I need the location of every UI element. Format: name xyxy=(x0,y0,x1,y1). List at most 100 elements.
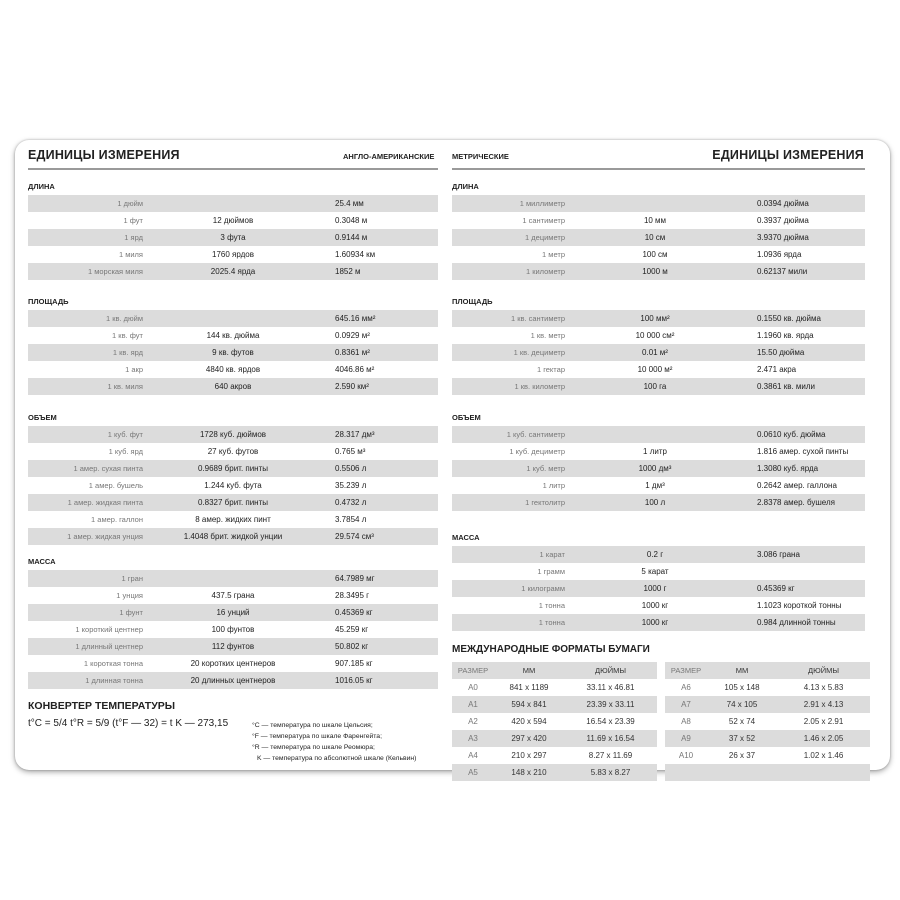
equivalent-cell: 1760 ярдов xyxy=(212,250,254,259)
table-row: A10 26 x 37 1.02 x 1.46 xyxy=(665,747,870,764)
unit-cell: 1 ярд xyxy=(124,233,143,242)
table-row: 1 куб. ярд 27 куб. футов 0.765 м³ xyxy=(28,443,438,460)
equivalent-cell: 10 мм xyxy=(643,216,667,225)
table-row: 1 амер. жидкая пинта 0.8327 брит. пинты 0.… xyxy=(28,494,438,511)
conversion-cell: 15.50 дюйма xyxy=(757,348,805,357)
column-header: ДЮЙМЫ xyxy=(808,666,839,675)
unit-cell: 1 кв. сантиметр xyxy=(510,314,565,323)
equivalent-cell: 3 фута xyxy=(220,233,246,242)
unit-cell: 1 куб. метр xyxy=(526,464,565,473)
table-row: 1 дюйм 25.4 мм xyxy=(28,195,438,212)
size-cell: A8 xyxy=(681,717,691,726)
table-row: 1 амер. галлон 8 амер. жидких пинт 3.7854 … xyxy=(28,511,438,528)
unit-cell: 1 дюйм xyxy=(117,199,143,208)
unit-cell: 1 гектолитр xyxy=(525,498,565,507)
left-section: ОБЪЕМ 1 куб. фут 1728 куб. дюймов 28.317 дм… xyxy=(28,412,438,545)
right-section: ПЛОЩАДЬ 1 кв. сантиметр 100 мм² 0.1550 кв. … xyxy=(452,296,865,395)
unit-cell: 1 куб. фут xyxy=(107,430,143,439)
conversion-cell: 0.45369 кг xyxy=(757,584,795,593)
equivalent-cell: 0.9689 брит. пинты xyxy=(197,464,269,473)
conversion-cell: 2.590 км² xyxy=(335,382,369,391)
right-page-title: ЕДИНИЦЫ ИЗМЕРЕНИЯ xyxy=(712,148,864,162)
mm-cell: 841 x 1189 xyxy=(509,683,549,692)
unit-cell: 1 карат xyxy=(539,550,566,559)
conversion-cell: 3.7854 л xyxy=(335,515,367,524)
mm-cell: 52 x 74 xyxy=(728,717,756,726)
table-row: 1 сантиметр 10 мм 0.3937 дюйма xyxy=(452,212,865,229)
conversion-cell: 0.3048 м xyxy=(335,216,368,225)
inches-cell: 16.54 x 23.39 xyxy=(586,717,635,726)
right-section: ДЛИНА 1 миллиметр 0.0394 дюйма 1 сантиметр 1… xyxy=(452,181,865,280)
mm-cell: 37 x 52 xyxy=(728,734,756,743)
unit-cell: 1 кв. миля xyxy=(107,382,143,391)
column-header: ММ xyxy=(522,666,536,675)
table-row: 1 кв. километр 100 га 0.3861 кв. мили xyxy=(452,378,865,395)
inches-cell: 8.27 x 11.69 xyxy=(588,751,633,760)
section-label: МАССА xyxy=(28,557,56,566)
table-row: 1 акр 4840 кв. ярдов 4046.86 м² xyxy=(28,361,438,378)
inches-cell: 23.39 x 33.11 xyxy=(586,700,635,709)
note: °C — температура по шкале Цельсия; xyxy=(252,722,373,729)
conversion-cell: 0.3937 дюйма xyxy=(757,216,809,225)
table-row: 1 гектар 10 000 м² 2.471 акра xyxy=(452,361,865,378)
equivalent-cell: 16 унций xyxy=(216,608,250,617)
conversion-cell: 0.0610 куб. дюйма xyxy=(757,430,826,439)
conversion-cell: 64.7989 мг xyxy=(335,574,375,583)
unit-cell: 1 литр xyxy=(542,481,565,490)
conversion-cell: 1.0936 ярда xyxy=(757,250,802,259)
conversion-cell: 1.1023 короткой тонны xyxy=(757,601,842,610)
conversion-cell: 1852 м xyxy=(335,267,361,276)
left-page-title: ЕДИНИЦЫ ИЗМЕРЕНИЯ xyxy=(28,148,180,162)
unit-cell: 1 грамм xyxy=(537,567,565,576)
table-row: 1 килограмм 1000 г 0.45369 кг xyxy=(452,580,865,597)
conversion-cell: 2.471 акра xyxy=(757,365,797,374)
conversion-cell: 0.765 м³ xyxy=(335,447,366,456)
column-header: ДЮЙМЫ xyxy=(595,666,626,675)
unit-cell: 1 куб. сантиметр xyxy=(506,430,565,439)
unit-cell: 1 унция xyxy=(116,591,143,600)
temperature-converter-title: КОНВЕРТЕР ТЕМПЕРАТУРЫ xyxy=(28,700,176,712)
table-header: РАЗМЕР ММ ДЮЙМЫ xyxy=(452,662,657,679)
table-row: 1 амер. сухая пинта 0.9689 брит. пинты 0.5… xyxy=(28,460,438,477)
size-cell: A1 xyxy=(468,700,478,709)
conversion-cell: 45.259 кг xyxy=(335,625,369,634)
table-header: РАЗМЕР ММ ДЮЙМЫ xyxy=(665,662,870,679)
conversion-cell: 0.5506 л xyxy=(335,464,367,473)
table-row: A3 297 x 420 11.69 x 16.54 xyxy=(452,730,657,747)
inches-cell: 4.13 x 5.83 xyxy=(803,683,844,692)
size-cell: A6 xyxy=(681,683,691,692)
equivalent-cell: 1.4048 брит. жидкой унции xyxy=(183,532,283,541)
size-cell: A9 xyxy=(681,734,691,743)
conversion-cell: 3.9370 дюйма xyxy=(757,233,809,242)
table-row: 1 кв. фут 144 кв. дюйма 0.0929 м² xyxy=(28,327,438,344)
unit-cell: 1 фунт xyxy=(119,608,143,617)
paper-format-table: РАЗМЕР ММ ДЮЙМЫ A6 105 x 148 4.13 x 5.83 A7 74 … xyxy=(665,662,870,781)
unit-cell: 1 тонна xyxy=(538,601,565,610)
table-row: 1 кв. дециметр 0.01 м² 15.50 дюйма xyxy=(452,344,865,361)
mm-cell: 105 x 148 xyxy=(724,683,760,692)
table-row: 1 короткая тонна 20 коротких центнеров 907… xyxy=(28,655,438,672)
table-row: 1 унция 437.5 грана 28.3495 г xyxy=(28,587,438,604)
note: °F — температура по шкале Фаренгейта; xyxy=(252,733,382,740)
temperature-notes: °C — температура по шкале Цельсия; °F — … xyxy=(252,720,416,764)
conversion-cell: 25.4 мм xyxy=(335,199,364,208)
equivalent-cell: 1000 кг xyxy=(641,618,669,627)
unit-cell: 1 фут xyxy=(123,216,143,225)
equivalent-cell: 437.5 грана xyxy=(211,591,255,600)
conversion-cell: 28.3495 г xyxy=(335,591,370,600)
table-row: 1 метр 100 см 1.0936 ярда xyxy=(452,246,865,263)
equivalent-cell: 100 л xyxy=(644,498,666,507)
unit-cell: 1 килограмм xyxy=(521,584,565,593)
equivalent-cell: 2025.4 ярда xyxy=(210,267,256,276)
table-row: A0 841 x 1189 33.11 x 46.81 xyxy=(452,679,657,696)
inches-cell: 11.69 x 16.54 xyxy=(586,734,635,743)
table-row: 1 фут 12 дюймов 0.3048 м xyxy=(28,212,438,229)
equivalent-cell: 9 кв. футов xyxy=(212,348,254,357)
table-row: 1 кв. дюйм 645.16 мм² xyxy=(28,310,438,327)
section-label: ДЛИНА xyxy=(452,182,479,191)
table-row: 1 кв. метр 10 000 см² 1.1960 кв. ярда xyxy=(452,327,865,344)
equivalent-cell: 1000 м xyxy=(642,267,668,276)
mm-cell: 210 x 297 xyxy=(511,751,547,760)
inches-cell: 5.83 x 8.27 xyxy=(590,768,631,777)
size-cell: A0 xyxy=(468,683,478,692)
